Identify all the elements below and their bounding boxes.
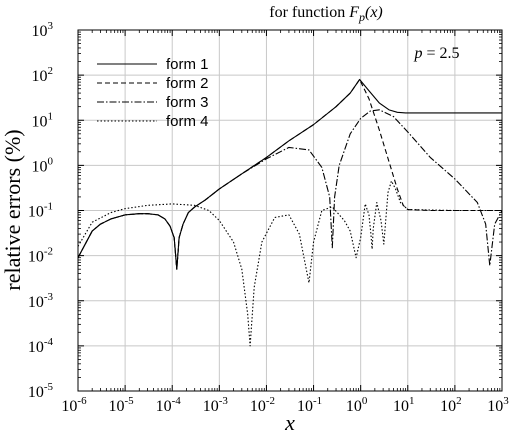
title-subscript: p bbox=[358, 10, 365, 24]
legend: form 1 form 2 form 3 form 4 bbox=[97, 56, 209, 130]
x-tick-label: 10-2 bbox=[250, 395, 275, 415]
series-line-3 bbox=[77, 109, 503, 270]
y-tick-label: 100 bbox=[32, 155, 54, 175]
chart-title: for function Fp(x) bbox=[269, 4, 383, 24]
y-tick-label: 10-1 bbox=[28, 201, 53, 221]
x-tick-label: 102 bbox=[440, 395, 462, 415]
title-symbol: F bbox=[348, 4, 359, 21]
x-tick-label: 101 bbox=[393, 395, 415, 415]
x-tick-label: 10-5 bbox=[109, 395, 135, 415]
y-tick-label: 10-3 bbox=[28, 291, 54, 311]
x-tick-label: 103 bbox=[487, 395, 509, 415]
x-tick-label: 10-1 bbox=[297, 395, 322, 415]
y-tick-label: 10-2 bbox=[28, 246, 53, 266]
series-layer bbox=[77, 78, 503, 347]
y-tick-label: 103 bbox=[32, 20, 54, 40]
legend-label-1: form 1 bbox=[166, 56, 209, 73]
y-axis-label: relative errors (%) bbox=[0, 129, 25, 290]
title-prefix: for function bbox=[269, 4, 349, 21]
p-value-annotation: p = 2.5 bbox=[413, 45, 459, 62]
y-tick-label: 10-5 bbox=[28, 381, 54, 401]
ticks bbox=[77, 29, 503, 392]
y-tick-label: 10-4 bbox=[28, 336, 54, 356]
legend-label-4: form 4 bbox=[166, 113, 209, 130]
y-tick-label: 101 bbox=[32, 110, 54, 130]
legend-label-2: form 2 bbox=[166, 75, 209, 92]
series-line-2 bbox=[77, 78, 502, 270]
x-axis-label: x bbox=[284, 410, 295, 435]
title-arg: (x) bbox=[365, 4, 383, 21]
grid bbox=[78, 30, 502, 391]
x-tick-label: 100 bbox=[346, 395, 368, 415]
series-line-4 bbox=[77, 180, 502, 347]
x-tick-label: 10-4 bbox=[156, 395, 182, 415]
tick-labels: 10-6 10-5 10-4 10-3 10-2 10-1 100 101 102 103 10-5… bbox=[28, 20, 509, 415]
legend-label-3: form 3 bbox=[166, 94, 209, 111]
y-tick-label: 102 bbox=[32, 65, 54, 85]
x-tick-label: 10-3 bbox=[203, 395, 229, 415]
x-tick-label: 10-6 bbox=[61, 395, 87, 415]
